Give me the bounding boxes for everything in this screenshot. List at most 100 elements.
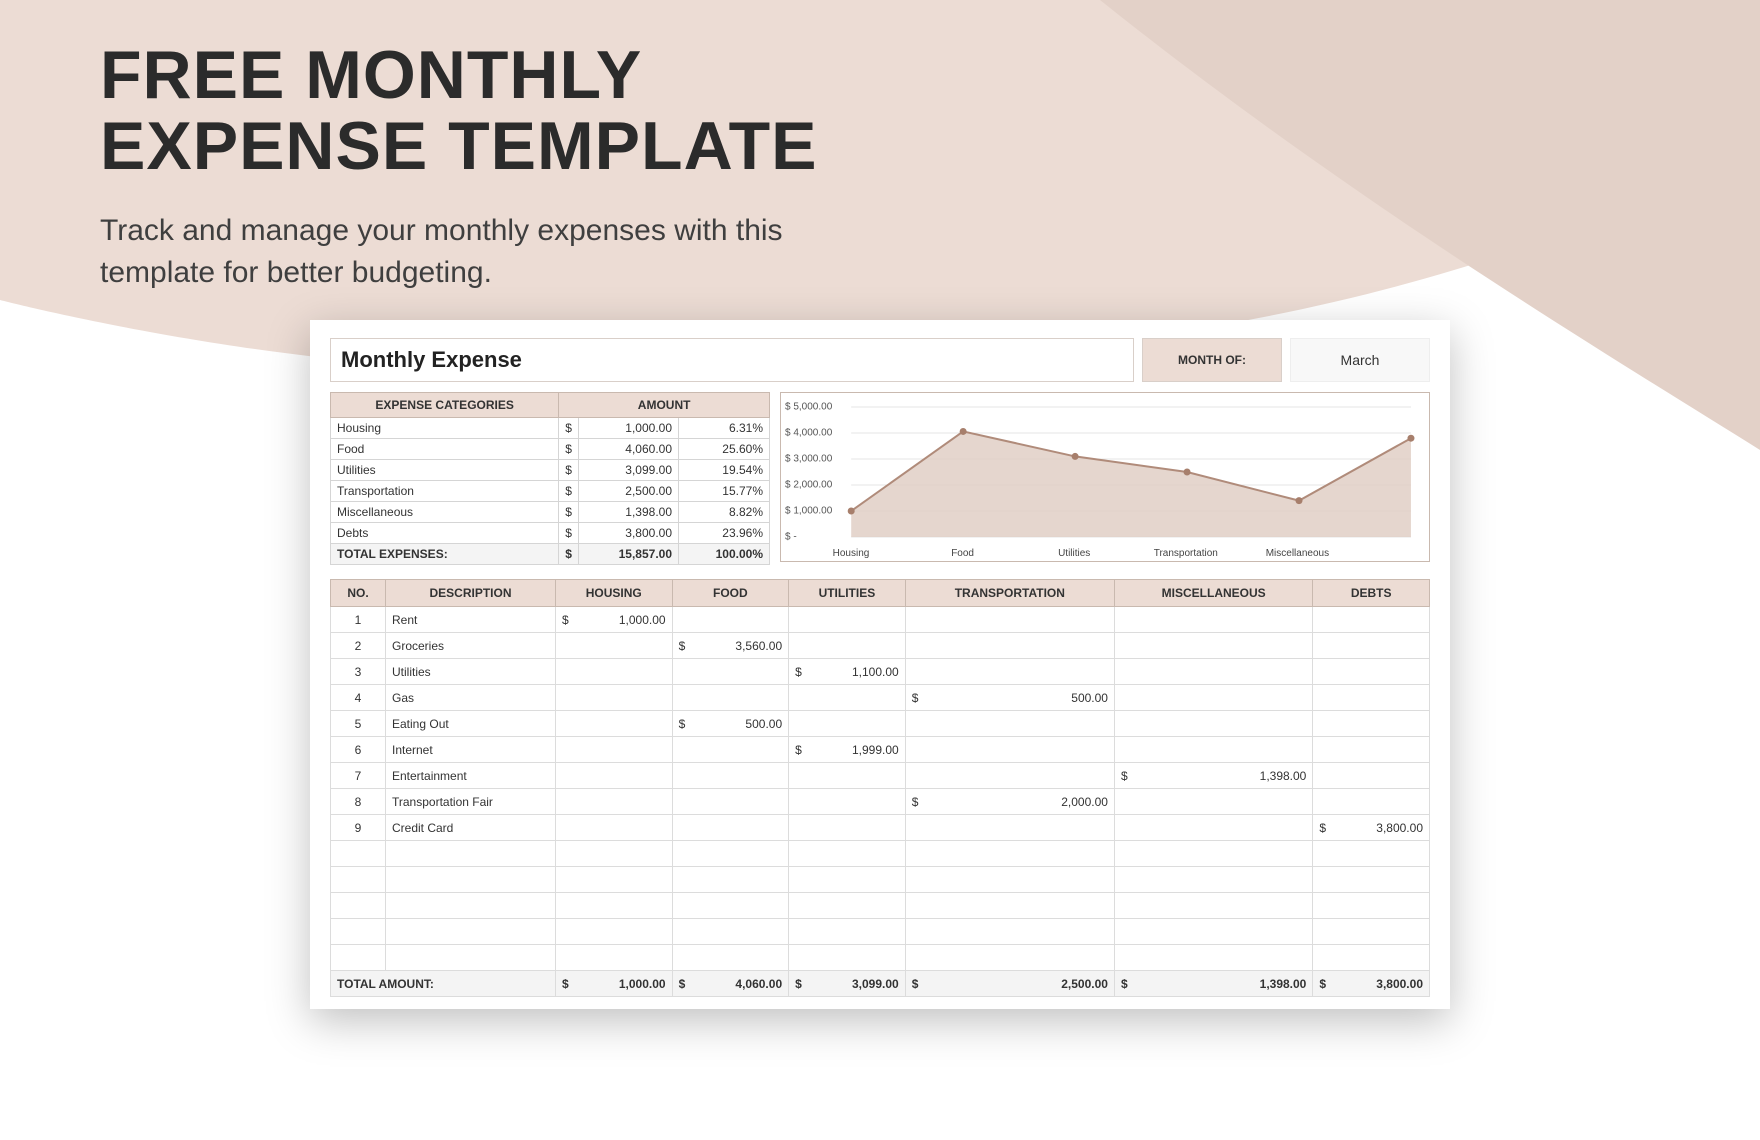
detail-cell[interactable] xyxy=(1114,737,1312,763)
detail-cell[interactable]: $1,999.00 xyxy=(789,737,906,763)
detail-cell[interactable] xyxy=(789,867,906,893)
detail-cell[interactable] xyxy=(672,919,789,945)
detail-cell[interactable] xyxy=(789,919,906,945)
detail-cell[interactable] xyxy=(1313,633,1430,659)
detail-cell[interactable] xyxy=(1313,659,1430,685)
detail-cell[interactable] xyxy=(672,737,789,763)
detail-cell[interactable] xyxy=(1313,711,1430,737)
detail-cell[interactable]: $3,800.00 xyxy=(1313,815,1430,841)
detail-cell[interactable] xyxy=(1313,789,1430,815)
detail-cell[interactable] xyxy=(386,919,556,945)
detail-cell[interactable]: $500.00 xyxy=(672,711,789,737)
detail-cell[interactable] xyxy=(386,893,556,919)
detail-cell[interactable] xyxy=(672,841,789,867)
detail-cell[interactable] xyxy=(386,867,556,893)
detail-cell[interactable] xyxy=(1114,607,1312,633)
detail-cell[interactable] xyxy=(905,815,1114,841)
detail-cell[interactable] xyxy=(905,919,1114,945)
detail-cell[interactable] xyxy=(789,945,906,971)
detail-cell[interactable] xyxy=(672,789,789,815)
row-description[interactable]: Utilities xyxy=(386,659,556,685)
detail-cell[interactable] xyxy=(789,763,906,789)
row-description[interactable]: Transportation Fair xyxy=(386,789,556,815)
detail-cell[interactable] xyxy=(672,659,789,685)
detail-cell[interactable]: $2,000.00 xyxy=(905,789,1114,815)
detail-cell[interactable] xyxy=(1114,893,1312,919)
detail-cell[interactable] xyxy=(1313,945,1430,971)
detail-cell[interactable] xyxy=(672,867,789,893)
detail-cell[interactable] xyxy=(905,867,1114,893)
detail-cell[interactable] xyxy=(556,659,673,685)
detail-cell[interactable] xyxy=(386,945,556,971)
detail-cell[interactable] xyxy=(1313,607,1430,633)
detail-cell[interactable] xyxy=(672,815,789,841)
row-description[interactable]: Gas xyxy=(386,685,556,711)
detail-cell[interactable] xyxy=(1114,815,1312,841)
detail-cell[interactable] xyxy=(556,685,673,711)
detail-cell[interactable] xyxy=(905,763,1114,789)
row-description[interactable]: Entertainment xyxy=(386,763,556,789)
detail-cell[interactable] xyxy=(1313,737,1430,763)
detail-cell[interactable] xyxy=(1114,867,1312,893)
detail-cell[interactable] xyxy=(556,763,673,789)
detail-cell[interactable] xyxy=(789,685,906,711)
detail-cell[interactable] xyxy=(1313,867,1430,893)
detail-cell[interactable] xyxy=(1114,945,1312,971)
month-of-value[interactable]: March xyxy=(1290,338,1430,382)
detail-cell[interactable] xyxy=(905,607,1114,633)
detail-cell[interactable] xyxy=(1114,789,1312,815)
detail-cell[interactable] xyxy=(905,893,1114,919)
detail-cell[interactable] xyxy=(1114,919,1312,945)
detail-cell[interactable] xyxy=(1313,685,1430,711)
detail-cell[interactable] xyxy=(1114,841,1312,867)
detail-cell[interactable] xyxy=(672,945,789,971)
detail-cell[interactable] xyxy=(556,893,673,919)
detail-cell[interactable] xyxy=(905,711,1114,737)
detail-cell[interactable] xyxy=(556,841,673,867)
detail-cell[interactable] xyxy=(386,841,556,867)
detail-cell[interactable] xyxy=(789,789,906,815)
detail-cell[interactable] xyxy=(905,945,1114,971)
detail-cell[interactable] xyxy=(556,919,673,945)
detail-cell[interactable] xyxy=(789,841,906,867)
detail-cell[interactable] xyxy=(672,893,789,919)
detail-cell[interactable] xyxy=(1313,841,1430,867)
detail-cell[interactable]: $1,398.00 xyxy=(1114,763,1312,789)
detail-cell[interactable] xyxy=(905,659,1114,685)
detail-cell[interactable]: $1,100.00 xyxy=(789,659,906,685)
detail-cell[interactable] xyxy=(1114,633,1312,659)
row-description[interactable]: Internet xyxy=(386,737,556,763)
detail-cell[interactable] xyxy=(556,789,673,815)
detail-cell[interactable] xyxy=(789,815,906,841)
detail-cell[interactable] xyxy=(789,711,906,737)
detail-cell[interactable] xyxy=(905,633,1114,659)
detail-cell[interactable] xyxy=(672,685,789,711)
detail-cell[interactable] xyxy=(331,919,386,945)
row-description[interactable]: Credit Card xyxy=(386,815,556,841)
detail-cell[interactable] xyxy=(331,867,386,893)
detail-cell[interactable] xyxy=(789,633,906,659)
detail-cell[interactable] xyxy=(1114,659,1312,685)
row-description[interactable]: Eating Out xyxy=(386,711,556,737)
detail-cell[interactable] xyxy=(672,607,789,633)
detail-cell[interactable] xyxy=(556,711,673,737)
detail-cell[interactable] xyxy=(556,633,673,659)
detail-cell[interactable]: $1,000.00 xyxy=(556,607,673,633)
detail-cell[interactable] xyxy=(556,945,673,971)
detail-cell[interactable] xyxy=(556,815,673,841)
detail-cell[interactable] xyxy=(556,867,673,893)
detail-cell[interactable] xyxy=(789,607,906,633)
detail-cell[interactable] xyxy=(1313,893,1430,919)
detail-cell[interactable]: $3,560.00 xyxy=(672,633,789,659)
detail-cell[interactable] xyxy=(1114,711,1312,737)
detail-cell[interactable] xyxy=(905,737,1114,763)
detail-cell[interactable]: $500.00 xyxy=(905,685,1114,711)
detail-cell[interactable] xyxy=(1313,919,1430,945)
row-description[interactable]: Rent xyxy=(386,607,556,633)
detail-cell[interactable] xyxy=(1313,763,1430,789)
detail-cell[interactable] xyxy=(331,945,386,971)
row-description[interactable]: Groceries xyxy=(386,633,556,659)
detail-cell[interactable] xyxy=(556,737,673,763)
detail-cell[interactable] xyxy=(331,841,386,867)
detail-cell[interactable] xyxy=(331,893,386,919)
